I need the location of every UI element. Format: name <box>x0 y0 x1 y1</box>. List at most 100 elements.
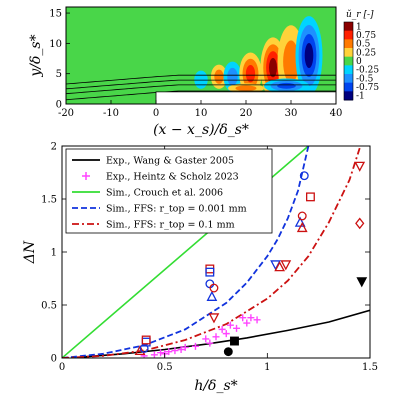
colorbar-tick-label: -1 <box>356 92 365 102</box>
heintz-scholz-point <box>150 351 158 358</box>
structure-level <box>304 42 314 69</box>
x-tick-label: -10 <box>103 108 119 119</box>
structure-level <box>235 85 257 92</box>
legend-label: Sim., FFS: r_top = 0.001 mm <box>106 204 247 215</box>
heintz-scholz-point <box>222 330 230 338</box>
x-tick-label: 1 <box>264 362 270 373</box>
heintz-scholz-point <box>233 324 241 332</box>
marker-triangle <box>206 290 218 301</box>
legend: Exp., Wang & Gaster 2005 Exp., Heintz & S… <box>65 148 273 234</box>
structure-level <box>277 82 296 89</box>
x-tick-label: -20 <box>58 108 74 119</box>
y-tick-label: 1.5 <box>41 195 57 206</box>
colorbar-tick-label: 0.25 <box>356 48 376 58</box>
y-tick-label: 2 <box>51 142 57 153</box>
x-tick-label: 0 <box>153 108 159 119</box>
colorbar-tick-label: 1 <box>356 22 362 32</box>
marker-circle <box>223 347 233 357</box>
marker-triangle <box>134 344 146 356</box>
heintz-scholz-point <box>212 333 220 341</box>
marker-square <box>205 267 215 277</box>
structure-level <box>227 67 238 86</box>
marker-square <box>306 192 315 202</box>
colorbar-swatch <box>344 82 353 92</box>
streamline <box>66 74 336 85</box>
x-axis-label: (x − x_s)/δ_s* <box>153 122 249 138</box>
colorbar-tick-label: 0.5 <box>356 40 371 50</box>
heintz-scholz-point <box>177 346 185 354</box>
colorbar-tick-label: -0.5 <box>356 74 374 84</box>
heintz-scholz-point <box>247 314 255 322</box>
colorbar-swatch <box>344 65 353 75</box>
streamline <box>66 84 336 95</box>
x-tick-label: 30 <box>285 108 298 119</box>
colorbar-swatch <box>344 74 353 84</box>
colorbar-frame <box>343 21 354 101</box>
heintz-scholz-point <box>171 347 179 355</box>
streamline <box>66 79 336 90</box>
series-line <box>82 309 370 358</box>
y-tick-label: 10 <box>49 39 62 50</box>
scatter-panel: 0 0.5 1 1.5 0 0.5 1 1.5 2 h/δ_s* ΔN Exp., Wang & Ga… <box>22 142 378 395</box>
y-tick-label: 0 <box>56 100 62 111</box>
y-axis-label: y/δ_s* <box>28 34 44 77</box>
heintz-scholz-point <box>218 325 226 333</box>
heintz-scholz-point <box>157 349 165 357</box>
colorbar-swatch <box>344 22 353 32</box>
x-tick-label: 20 <box>240 108 253 119</box>
x-tick-label: 10 <box>195 108 208 119</box>
heintz-scholz-point <box>253 316 261 324</box>
heintz-scholz-point <box>226 321 234 329</box>
marker-circle <box>139 344 149 353</box>
colorbar-swatch <box>344 91 353 101</box>
marker-triangle <box>274 261 286 272</box>
marker-square <box>230 336 239 346</box>
series-line <box>62 147 361 358</box>
marker-triangle-down <box>280 260 292 271</box>
heintz-scholz-point <box>191 342 199 350</box>
heintz-scholz-point <box>243 319 251 327</box>
legend-swatch <box>82 172 90 180</box>
colorbar-tick-label: -0.25 <box>356 66 379 76</box>
heintz-scholz-point <box>206 339 214 347</box>
legend-label: Sim., FFS: r_top = 0.1 mm <box>106 220 235 231</box>
colorbar-title: ŭ_r [-] <box>346 9 374 20</box>
x-tick-label: 1.5 <box>362 362 378 373</box>
structure-level <box>214 69 224 84</box>
heintz-scholz-point <box>165 348 173 356</box>
legend-label: Exp., Wang & Gaster 2005 <box>106 156 234 167</box>
heintz-scholz-point <box>239 314 247 322</box>
colorbar-swatch <box>344 39 353 49</box>
colorbar-swatch <box>344 56 353 66</box>
colorbar: 10.750.50.250-0.25-0.5-0.75-1 ŭ_r [-] <box>343 9 379 102</box>
y-tick-label: 0.5 <box>41 301 57 312</box>
marker-triangle-down <box>208 313 220 324</box>
colorbar-tick-label: 0 <box>356 57 362 67</box>
x-tick-label: 40 <box>330 108 343 119</box>
colorbar-swatch <box>344 48 353 58</box>
y-tick-label: 1 <box>51 248 57 259</box>
marker-diamond <box>355 217 365 230</box>
heintz-scholz-point <box>181 343 189 351</box>
y-axis-label: ΔN <box>22 240 38 264</box>
colorbar-tick-label: -0.75 <box>356 83 379 93</box>
contour-panel: -20 -10 0 10 20 30 40 0 5 10 15 (x − x_s)/δ_s* y/δ_s… <box>28 6 343 138</box>
marker-circle <box>299 171 309 181</box>
structure-level <box>245 64 256 83</box>
colorbar-tick-label: 0.75 <box>356 31 376 41</box>
structure-level <box>268 57 278 78</box>
marker-triangle <box>296 221 308 233</box>
marker-triangle-down <box>356 277 368 288</box>
legend-box <box>65 148 273 234</box>
step-outline <box>155 91 336 104</box>
x-tick-label: 0 <box>59 362 65 373</box>
y-tick-label: 15 <box>49 9 62 20</box>
y-tick-label: 5 <box>56 69 62 80</box>
series-line <box>62 146 310 358</box>
y-tick-label: 0 <box>51 354 57 365</box>
legend-label: Sim., Crouch et al. 2006 <box>106 188 223 199</box>
colorbar-swatch <box>344 30 353 40</box>
marker-circle <box>209 283 219 293</box>
streamline <box>66 90 336 101</box>
